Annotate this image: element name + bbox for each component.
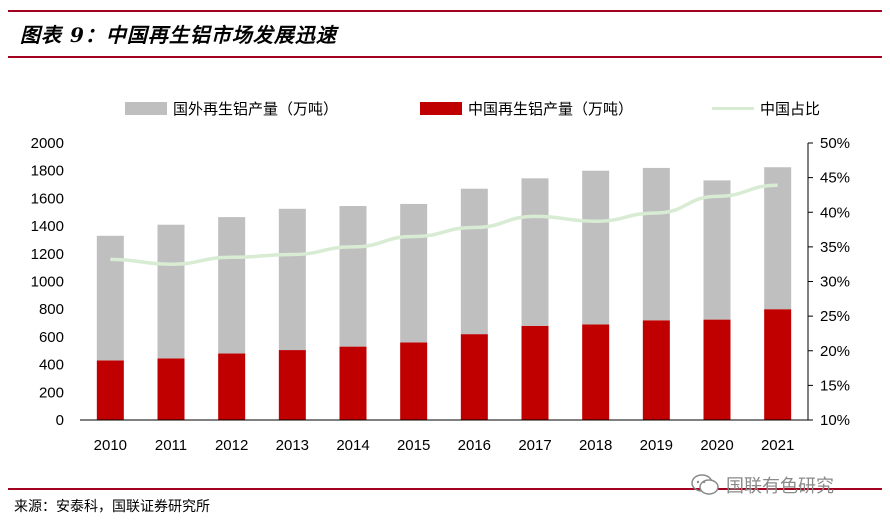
chart-title: 图表 9：中国再生铝市场发展迅速 — [20, 23, 337, 47]
legend: 国外再生铝产量（万吨） 中国再生铝产量（万吨） 中国占比 — [0, 98, 890, 118]
y-right-tick-label: 15% — [820, 377, 850, 394]
y-right-tick-label: 30% — [820, 274, 850, 291]
y-left-tick-label: 1200 — [31, 246, 64, 263]
y-left-tick-label: 1600 — [31, 190, 64, 207]
wechat-icon — [691, 474, 719, 495]
bar-foreign-2012 — [218, 217, 246, 354]
y-right-tick-label: 35% — [820, 239, 850, 256]
x-tick-label: 2013 — [276, 437, 309, 454]
legend-label-share: 中国占比 — [760, 100, 821, 118]
y-left-tick-label: 1000 — [31, 274, 64, 291]
y-left-tick-label: 0 — [56, 412, 64, 429]
y-right-tick-label: 45% — [820, 170, 850, 187]
bar-foreign-2013 — [278, 208, 306, 351]
x-tick-label: 2016 — [458, 437, 491, 454]
x-tick-label: 2019 — [640, 437, 673, 454]
y-right-tick-label: 40% — [820, 204, 850, 221]
top-rule — [8, 10, 882, 12]
bar-china-2016 — [460, 334, 488, 420]
y-right-tick-label: 10% — [820, 412, 850, 429]
legend-swatch-share — [712, 107, 754, 110]
y-left-tick-label: 1400 — [31, 218, 64, 235]
legend-item-china: 中国再生铝产量（万吨） — [420, 98, 633, 119]
x-tick-label: 2011 — [155, 437, 187, 454]
x-tick-label: 2018 — [579, 437, 612, 454]
x-tick-label: 2017 — [518, 437, 551, 454]
x-tick-label: 2021 — [761, 437, 794, 454]
y-right-tick-label: 50% — [820, 135, 850, 152]
bar-foreign-2015 — [400, 203, 428, 343]
bottom-rule — [8, 488, 882, 490]
bar-foreign-2021 — [764, 167, 792, 310]
bar-china-2011 — [157, 358, 185, 420]
x-tick-label: 2012 — [215, 437, 248, 454]
watermark: 国联有色研究 — [690, 472, 834, 498]
bar-china-2017 — [521, 325, 549, 420]
y-left-tick-label: 2000 — [31, 135, 64, 152]
legend-swatch-foreign — [125, 102, 167, 115]
bar-china-2018 — [582, 324, 610, 420]
bar-china-2019 — [642, 320, 670, 420]
bar-foreign-2011 — [157, 224, 185, 359]
bar-foreign-2019 — [642, 167, 670, 321]
bar-foreign-2017 — [521, 178, 549, 326]
bar-china-2010 — [96, 360, 124, 420]
bar-china-2012 — [218, 353, 246, 420]
legend-label-foreign: 国外再生铝产量（万吨） — [173, 100, 339, 118]
bar-china-2021 — [764, 309, 792, 420]
bar-foreign-2018 — [582, 170, 610, 325]
y-left-tick-label: 1800 — [31, 163, 64, 180]
bar-foreign-2010 — [96, 235, 124, 361]
bar-foreign-2020 — [703, 180, 731, 320]
y-right-tick-label: 20% — [820, 343, 850, 360]
y-left-tick-label: 400 — [39, 357, 64, 374]
y-left-tick-label: 200 — [39, 384, 64, 401]
x-tick-label: 2015 — [397, 437, 430, 454]
bar-china-2013 — [278, 350, 306, 420]
bar-foreign-2016 — [460, 188, 488, 335]
x-tick-label: 2014 — [336, 437, 369, 454]
chart-plot: 2010 2011 2012 2013 2014 2015 2016 2017 2018 2019… — [31, 135, 850, 454]
y-left-tick-label: 800 — [39, 301, 64, 318]
title-rule — [8, 56, 882, 58]
bar-foreign-2014 — [339, 206, 367, 347]
legend-label-china: 中国再生铝产量（万吨） — [468, 100, 634, 118]
bar-china-2014 — [339, 346, 367, 420]
source-note: 来源：安泰科，国联证券研究所 — [14, 499, 210, 515]
legend-swatch-china — [420, 102, 462, 115]
x-tick-label: 2020 — [700, 437, 733, 454]
bar-china-2015 — [400, 342, 428, 420]
legend-item-foreign: 国外再生铝产量（万吨） — [125, 98, 338, 119]
share-line — [110, 183, 778, 266]
watermark-text: 国联有色研究 — [726, 476, 834, 497]
y-left-tick-label: 600 — [39, 329, 64, 346]
bar-china-2020 — [703, 319, 731, 420]
y-right-tick-label: 25% — [820, 308, 850, 325]
legend-item-share: 中国占比 — [712, 98, 820, 119]
x-tick-label: 2010 — [94, 437, 127, 454]
